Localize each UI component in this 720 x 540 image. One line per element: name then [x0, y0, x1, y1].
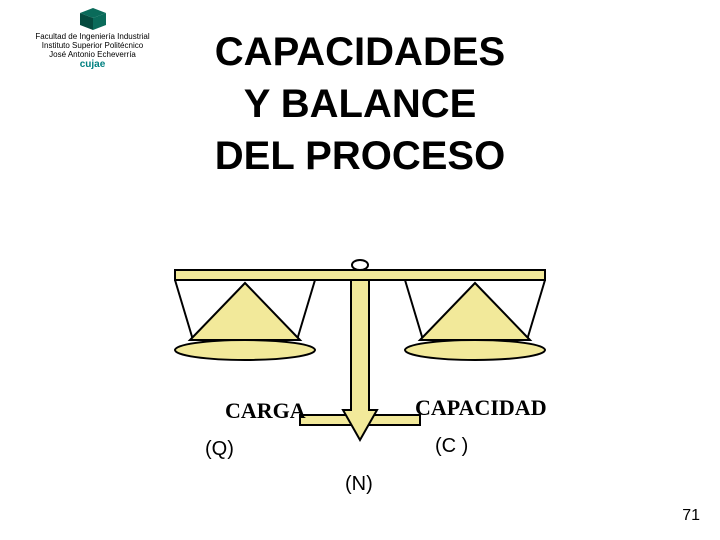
slide: Facultad de Ingeniería Industrial Instit… — [0, 0, 720, 540]
label-carga: CARGA — [225, 398, 306, 424]
cube-icon — [78, 8, 108, 30]
title-line-1: CAPACIDADES — [0, 30, 720, 75]
label-n: (N) — [345, 473, 373, 496]
label-q: (Q) — [205, 438, 234, 461]
title-line-2: Y BALANCE — [0, 82, 720, 127]
title-line-3: DEL PROCESO — [0, 134, 720, 179]
label-capacidad: CAPACIDAD — [415, 395, 547, 421]
page-number: 71 — [682, 507, 700, 525]
label-c: (C ) — [435, 435, 468, 458]
